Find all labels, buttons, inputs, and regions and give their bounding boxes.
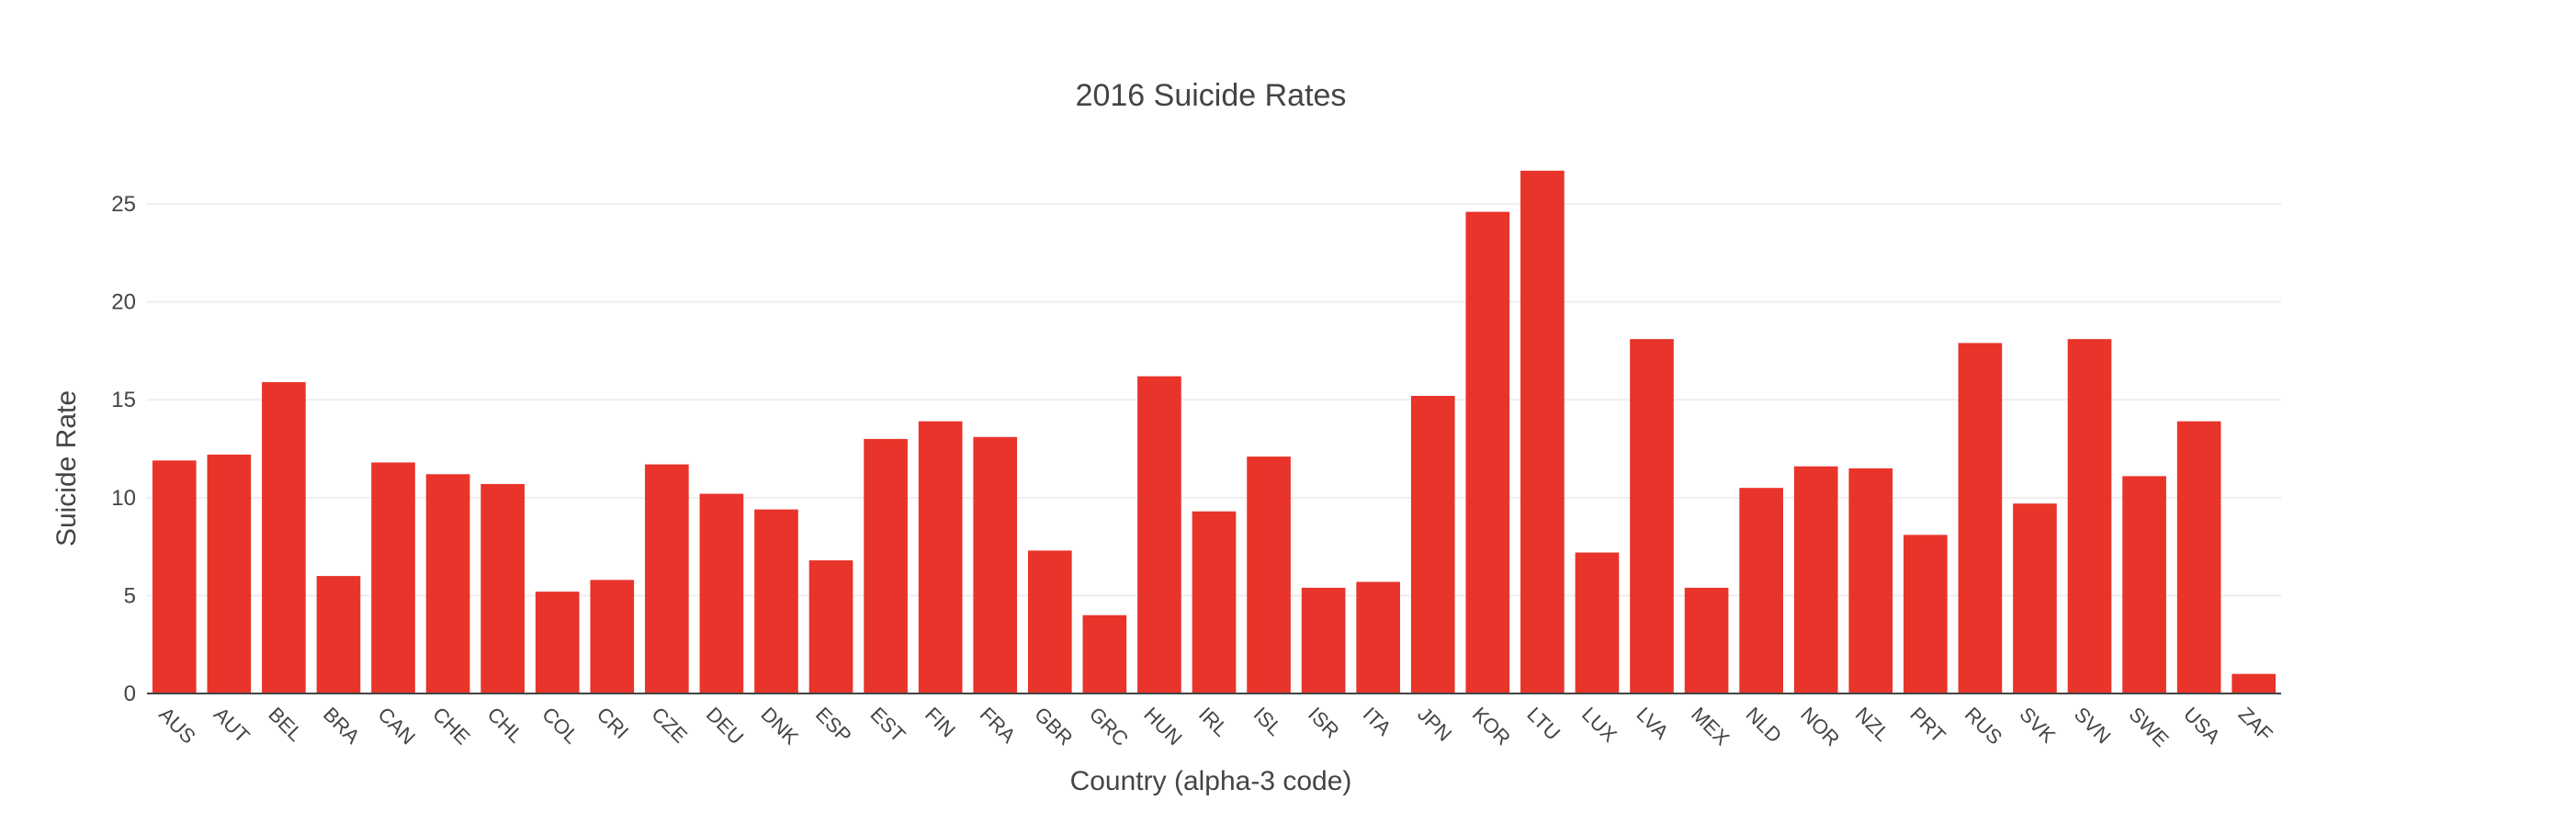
bar-grc[interactable] (1082, 614, 1127, 693)
x-tick-label: GBR (1030, 703, 1077, 750)
bar-prt[interactable] (1904, 535, 1948, 693)
bar-ita[interactable] (1356, 581, 1401, 693)
bar-can[interactable] (371, 462, 415, 693)
bar-cze[interactable] (645, 464, 689, 693)
x-tick-label: JPN (1413, 703, 1456, 746)
y-tick-labels: 0 5 10 15 20 25 (111, 192, 136, 706)
x-tick-label: GRC (1085, 703, 1133, 750)
bar-isr[interactable] (1301, 587, 1346, 693)
y-axis-title: Suicide Rate (51, 390, 82, 547)
x-tick-label: NZL (1851, 703, 1894, 746)
x-tick-label: LVA (1632, 703, 1673, 744)
x-tick-label: SVN (2070, 703, 2116, 749)
bar-isl[interactable] (1247, 457, 1291, 693)
bar-col[interactable] (535, 592, 580, 693)
x-tick-label: COL (537, 703, 583, 749)
y-tick-label: 10 (111, 486, 136, 511)
bar-fin[interactable] (918, 421, 963, 693)
x-tick-label: FIN (921, 703, 960, 742)
bars (152, 170, 2277, 694)
bar-nld[interactable] (1739, 488, 1783, 693)
x-tick-label: HUN (1139, 703, 1186, 750)
x-tick-label: AUS (154, 703, 200, 749)
x-tick-label: NOR (1796, 703, 1844, 750)
x-tick-label: CHE (428, 703, 475, 750)
x-tick-label: NLD (1742, 703, 1787, 748)
bar-usa[interactable] (2176, 421, 2221, 693)
y-tick-label: 25 (111, 192, 136, 217)
bar-bra[interactable] (316, 576, 361, 693)
x-tick-label: BRA (319, 703, 365, 749)
x-tick-label: ISR (1304, 703, 1344, 743)
bar-deu[interactable] (699, 493, 744, 693)
x-tick-label: USA (2179, 703, 2225, 749)
bar-jpn[interactable] (1410, 395, 1455, 693)
x-tick-label: LUX (1577, 703, 1621, 747)
bar-fra[interactable] (973, 436, 1018, 693)
bar-nor[interactable] (1793, 466, 1838, 693)
bar-che[interactable] (425, 474, 470, 693)
x-tick-label: SVK (2015, 703, 2060, 748)
bar-aut[interactable] (207, 454, 252, 693)
bar-bel[interactable] (262, 382, 306, 693)
bar-swe[interactable] (2122, 476, 2166, 693)
bar-lva[interactable] (1630, 339, 1674, 693)
bar-est[interactable] (864, 438, 908, 693)
bar-gbr[interactable] (1027, 550, 1072, 693)
x-tick-label: SWE (2125, 703, 2174, 751)
y-tick-label: 15 (111, 388, 136, 412)
bar-cri[interactable] (590, 580, 635, 693)
x-tick-label: ITA (1359, 703, 1396, 740)
x-tick-labels: AUS AUT BEL BRA CAN CHE CHL COL CRI CZE DEU DNK ESP E… (154, 703, 2277, 751)
bar-svk[interactable] (2013, 503, 2057, 693)
x-tick-label: ESP (811, 703, 856, 748)
bar-aus[interactable] (152, 460, 197, 693)
x-tick-label: ZAF (2234, 703, 2277, 746)
x-tick-label: DNK (756, 703, 803, 750)
x-tick-label: CHL (483, 703, 528, 748)
x-tick-label: KOR (1468, 703, 1515, 750)
x-tick-label: RUS (1960, 703, 2007, 750)
bar-rus[interactable] (1958, 343, 2003, 693)
y-tick-label: 0 (124, 682, 136, 706)
x-tick-label: IRL (1194, 703, 1233, 741)
bar-lux[interactable] (1575, 552, 1620, 693)
x-tick-label: AUT (209, 703, 254, 748)
bar-irl[interactable] (1192, 511, 1237, 693)
bar-ltu[interactable] (1520, 170, 1565, 694)
y-tick-label: 5 (124, 583, 136, 608)
bar-chl[interactable] (480, 483, 525, 693)
x-tick-label: PRT (1905, 703, 1950, 748)
x-tick-label: FRA (976, 703, 1021, 748)
x-tick-label: CRI (593, 703, 633, 743)
bar-kor[interactable] (1465, 211, 1510, 694)
x-tick-label: ISL (1249, 703, 1287, 740)
y-tick-label: 20 (111, 290, 136, 315)
x-tick-label: CAN (374, 703, 421, 750)
x-axis-title: Country (alpha-3 code) (1070, 766, 1352, 796)
bar-svn[interactable] (2067, 339, 2112, 693)
x-tick-label: CZE (647, 703, 692, 748)
x-tick-label: MEX (1687, 703, 1734, 750)
x-tick-label: EST (866, 703, 910, 747)
bar-hun[interactable] (1137, 376, 1181, 693)
x-tick-label: DEU (702, 703, 749, 750)
bar-mex[interactable] (1684, 587, 1729, 693)
bar-zaf[interactable] (2231, 673, 2277, 693)
bar-dnk[interactable] (754, 509, 798, 693)
x-tick-label: BEL (264, 703, 307, 746)
chart-title: 2016 Suicide Rates (1076, 78, 1347, 113)
bar-esp[interactable] (808, 560, 853, 693)
bar-nzl[interactable] (1848, 468, 1893, 693)
x-tick-label: LTU (1522, 703, 1565, 745)
